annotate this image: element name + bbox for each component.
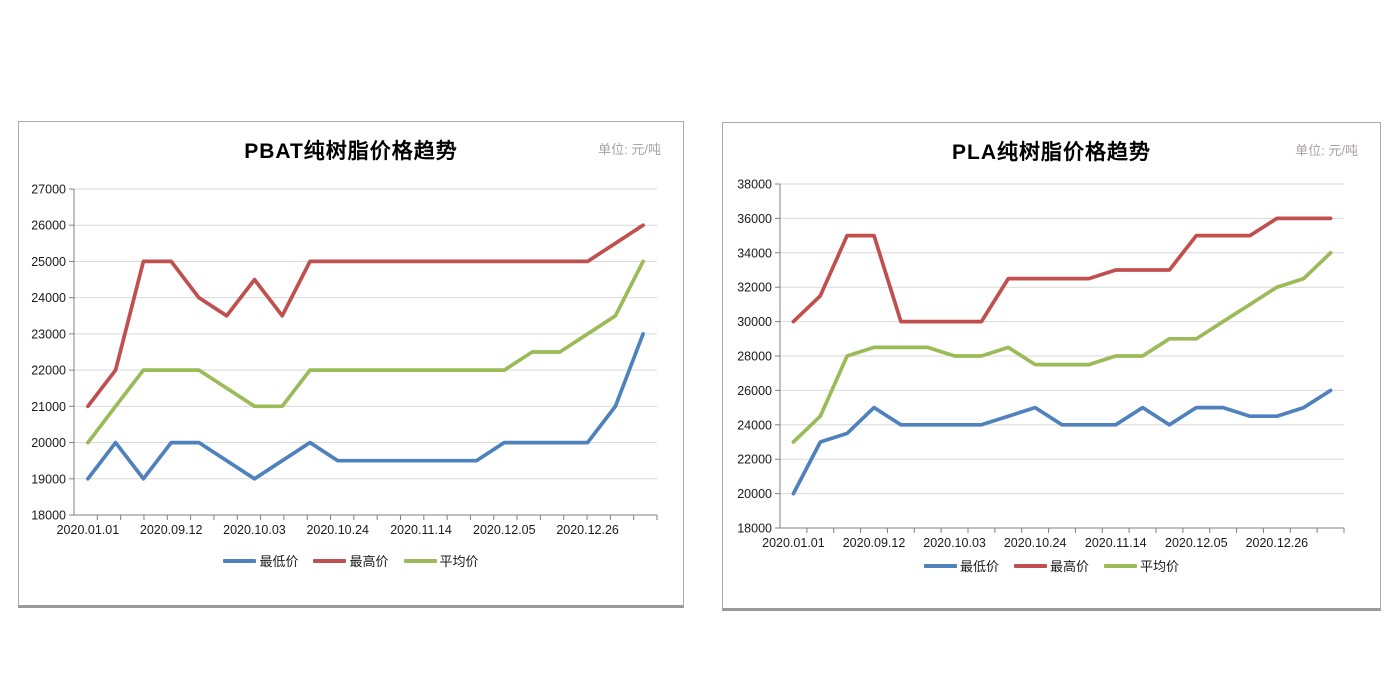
y-axis-tick-label: 26000 — [737, 384, 772, 398]
y-axis-tick-label: 19000 — [31, 472, 66, 486]
series-line-最低价 — [86, 332, 645, 481]
x-axis-tick-label: 2020.01.01 — [762, 536, 825, 550]
pla-chart-panel: PLA纯树脂价格趋势 单位: 元/吨 18000 20000 22000 24000 2… — [722, 122, 1381, 611]
legend-label-max: 最高价 — [1049, 559, 1089, 574]
x-axis-tick-label: 2020.10.03 — [223, 523, 286, 537]
legend-label-avg: 平均价 — [439, 554, 479, 569]
legend-label-min: 最低价 — [959, 559, 999, 574]
chart-title: PBAT纯树脂价格趋势 — [244, 140, 458, 163]
y-axis-tick-label: 20000 — [31, 436, 66, 450]
y-axis-tick-label: 24000 — [31, 291, 66, 305]
legend-item-min: 最低价 — [923, 556, 999, 575]
x-axis-tick-label: 2020.01.01 — [57, 523, 120, 537]
y-axis-tick-label: 18000 — [737, 522, 772, 536]
y-axis-tick-label: 26000 — [31, 219, 66, 233]
unit-label: 单位: 元/吨 — [598, 142, 661, 157]
legend-swatch-avg — [1104, 563, 1137, 568]
x-axis-tick-label: 2020.12.05 — [473, 523, 536, 537]
y-axis-tick-label: 25000 — [31, 255, 66, 269]
y-axis-tick-label: 38000 — [737, 178, 772, 192]
y-axis-tick-label: 30000 — [737, 315, 772, 329]
legend-label-min: 最低价 — [259, 554, 299, 569]
series-line-最高价 — [86, 223, 645, 409]
legend-label-max: 最高价 — [349, 554, 389, 569]
x-axis-tick-label: 2020.10.24 — [1004, 536, 1067, 550]
chart-legend: 最低价 最高价 平均价 — [19, 551, 683, 570]
series-line-平均价 — [791, 250, 1333, 444]
y-axis-tick-label: 20000 — [737, 487, 772, 501]
y-axis-tick-label: 32000 — [737, 281, 772, 295]
x-axis-tick-label: 2020.12.26 — [556, 523, 619, 537]
x-axis-tick-label: 2020.09.12 — [843, 536, 906, 550]
x-axis-tick-label: 2020.09.12 — [140, 523, 203, 537]
legend-swatch-min — [923, 563, 957, 568]
y-axis-tick-label: 28000 — [737, 350, 772, 364]
series-line-最低价 — [791, 388, 1333, 496]
y-axis-tick-label: 36000 — [737, 212, 772, 226]
chart-legend: 最低价 最高价 平均价 — [723, 556, 1380, 575]
legend-item-avg: 平均价 — [1104, 556, 1179, 575]
y-axis-tick-label: 22000 — [31, 364, 66, 378]
chart-title: PLA纯树脂价格趋势 — [952, 141, 1151, 164]
x-axis-tick-label: 2020.11.14 — [390, 523, 452, 537]
y-axis-tick-label: 24000 — [737, 418, 772, 432]
legend-item-min: 最低价 — [223, 551, 298, 570]
pbat-line-chart: 18000 19000 20000 21000 22000 23000 24000 25000… — [31, 183, 658, 537]
x-axis-tick-label: 2020.11.14 — [1085, 536, 1147, 550]
legend-item-avg: 平均价 — [403, 551, 479, 570]
y-axis-tick-label: 22000 — [737, 453, 772, 467]
legend-item-max: 最高价 — [313, 551, 389, 570]
x-axis-tick-label: 2020.10.03 — [923, 536, 986, 550]
y-axis-tick-label: 21000 — [31, 400, 66, 414]
x-axis-tick-label: 2020.12.05 — [1165, 536, 1228, 550]
pla-line-chart: 18000 20000 22000 24000 26000 28000 30000 32000… — [737, 178, 1345, 550]
series-line-最高价 — [791, 216, 1333, 324]
legend-item-max: 最高价 — [1013, 556, 1089, 575]
y-axis-tick-label: 23000 — [31, 327, 66, 341]
x-axis-tick-label: 2020.12.26 — [1246, 536, 1309, 550]
legend-swatch-min — [223, 558, 257, 563]
unit-label: 单位: 元/吨 — [1295, 143, 1358, 158]
legend-swatch-avg — [403, 558, 437, 563]
y-axis-tick-label: 27000 — [31, 183, 66, 197]
series-line-平均价 — [86, 259, 645, 445]
y-axis-tick-label: 18000 — [31, 509, 66, 523]
x-axis-tick-label: 2020.10.24 — [306, 523, 369, 537]
legend-label-avg: 平均价 — [1140, 559, 1180, 574]
legend-swatch-max — [1013, 563, 1047, 568]
y-axis-tick-label: 34000 — [737, 246, 772, 260]
pbat-chart-panel: PBAT纯树脂价格趋势 单位: 元/吨 18000 19000 20000 21000… — [18, 121, 684, 608]
legend-swatch-max — [313, 558, 347, 563]
